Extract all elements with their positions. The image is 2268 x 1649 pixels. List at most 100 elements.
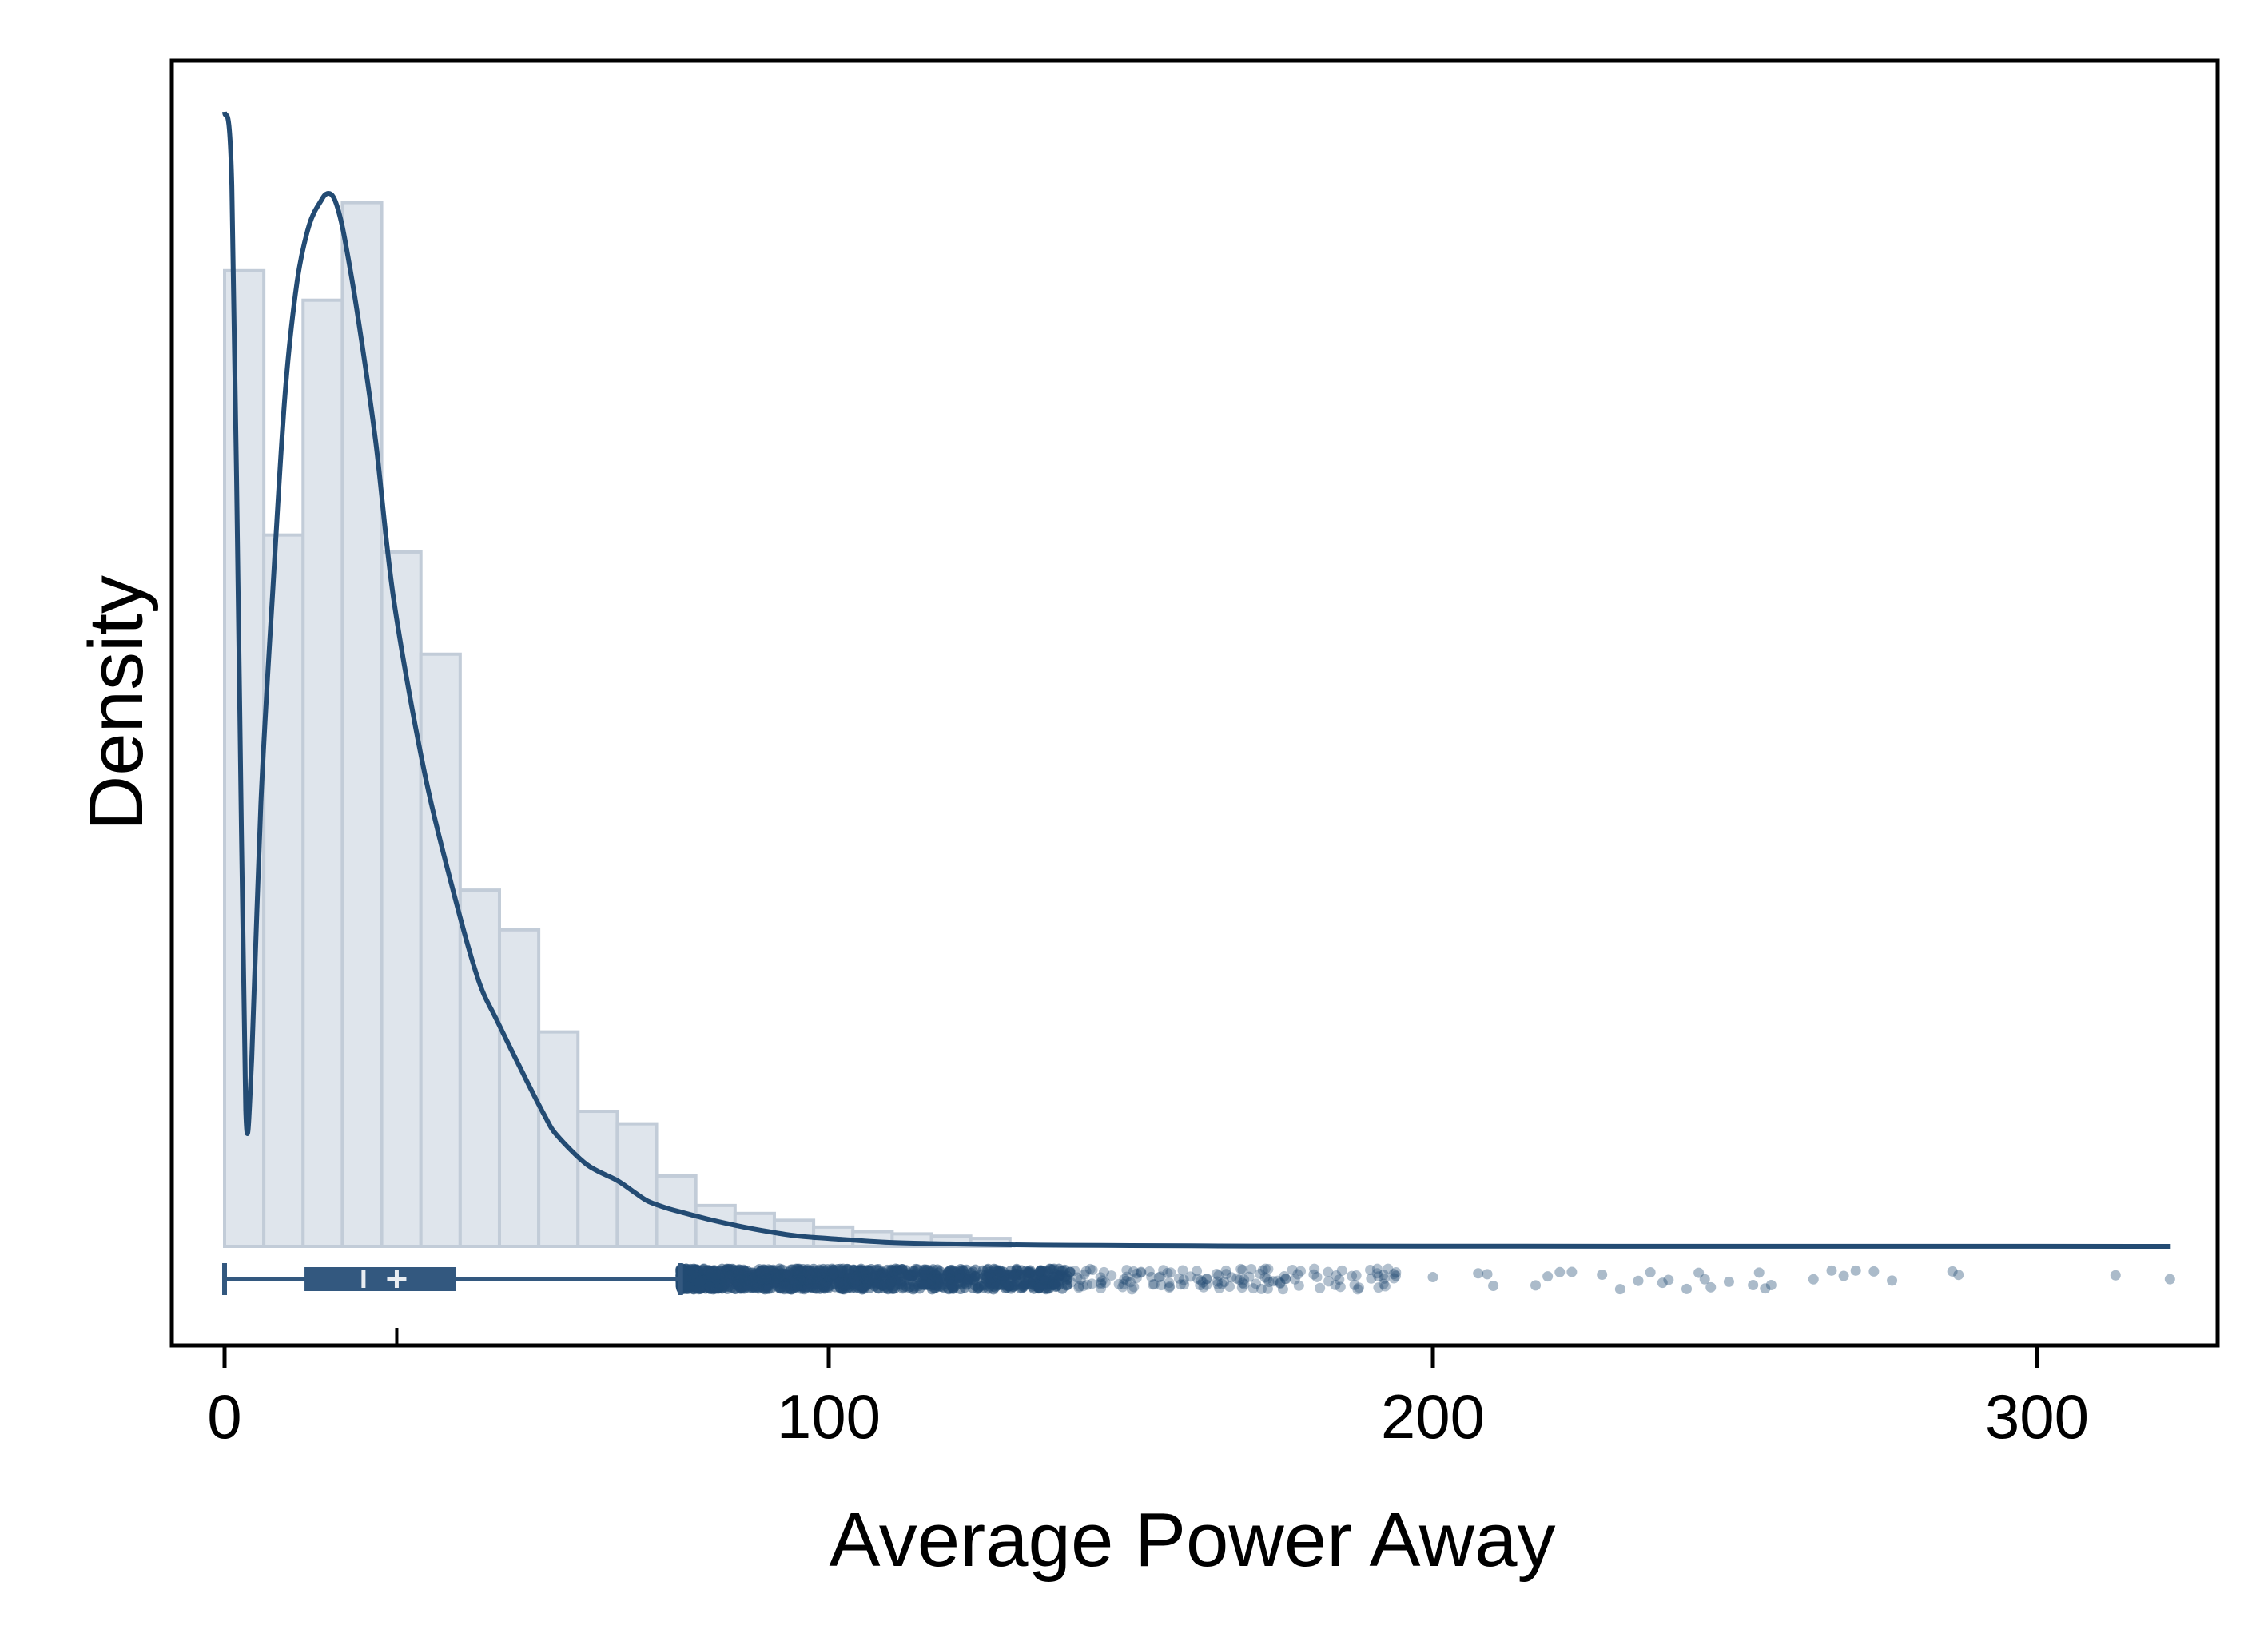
outlier-point (1144, 1266, 1155, 1277)
x-tick-label: 300 (1985, 1381, 2089, 1452)
outlier-point (1352, 1284, 1363, 1295)
outlier-point (1388, 1269, 1399, 1280)
outlier-point (844, 1264, 855, 1275)
x-tick-label: 0 (207, 1381, 241, 1452)
outlier-point (1378, 1270, 1389, 1281)
outlier-point (851, 1270, 862, 1281)
outlier-point (1373, 1271, 1384, 1282)
outlier-point (1293, 1280, 1304, 1291)
outlier-point (919, 1266, 930, 1277)
outlier-point (1081, 1279, 1092, 1290)
outlier-point (1061, 1280, 1072, 1291)
outlier-point (877, 1280, 888, 1291)
outlier-point (1075, 1274, 1086, 1285)
outlier-point (1251, 1278, 1262, 1289)
outlier-point (1096, 1277, 1107, 1289)
outlier-point (1178, 1274, 1189, 1285)
outlier-point (1753, 1267, 1765, 1278)
outlier-point (704, 1281, 715, 1293)
outlier-point (1016, 1265, 1027, 1276)
outlier-point (1354, 1282, 1365, 1293)
boxplot (222, 1263, 683, 1345)
outlier-point (1179, 1279, 1190, 1290)
outlier-point (1365, 1265, 1376, 1276)
outlier-point (1121, 1265, 1132, 1276)
outlier-point (1748, 1280, 1759, 1291)
outlier-point (1224, 1281, 1235, 1293)
outlier-point (712, 1283, 723, 1294)
outlier-point (1379, 1281, 1391, 1292)
outlier-point (1096, 1275, 1108, 1286)
outlier-point (771, 1274, 782, 1285)
histogram-bar (380, 550, 423, 1248)
outlier-point (1383, 1263, 1394, 1274)
outlier-point (1008, 1270, 1019, 1281)
outlier-point (1765, 1279, 1777, 1290)
outlier-point (1693, 1267, 1705, 1278)
outlier-point (1164, 1281, 1176, 1292)
outlier-point (1566, 1266, 1578, 1277)
outlier-point (1121, 1275, 1132, 1286)
outlier-point (744, 1275, 755, 1286)
outlier-point (1219, 1277, 1230, 1288)
outlier-point (1234, 1274, 1245, 1285)
outlier-point (1542, 1271, 1554, 1282)
x-tick-label: 200 (1381, 1381, 1485, 1452)
outlier-point (1077, 1281, 1088, 1292)
y-axis-title: Density (74, 575, 159, 831)
histogram-bar (262, 533, 305, 1248)
outlier-point (1323, 1266, 1334, 1277)
outlier-point (1072, 1272, 1083, 1283)
outlier-point (1195, 1280, 1206, 1291)
outlier-point (1388, 1273, 1399, 1284)
outlier-point (1095, 1272, 1106, 1283)
outlier-point (1257, 1265, 1268, 1276)
outlier-point (917, 1278, 929, 1289)
outlier-point (1292, 1269, 1303, 1280)
x-axis-ticks: 0 100 200 300 (207, 1345, 2089, 1452)
outlier-point (1366, 1273, 1377, 1284)
outlier-point (938, 1274, 949, 1285)
outlier-point (1705, 1281, 1717, 1293)
outlier-point (761, 1273, 772, 1284)
outlier-point (1065, 1277, 1076, 1288)
outlier-point (1237, 1277, 1248, 1289)
outlier-point (994, 1267, 1005, 1278)
outlier-point (1121, 1271, 1132, 1282)
outlier-point (1113, 1278, 1124, 1289)
outlier-point (1087, 1265, 1098, 1276)
outlier-point (1156, 1280, 1167, 1291)
outlier-point (1117, 1281, 1128, 1293)
outlier-point (1162, 1267, 1173, 1278)
outlier-point (1165, 1267, 1176, 1278)
outlier-point (1000, 1282, 1011, 1293)
outlier-point (1371, 1263, 1383, 1274)
outlier-point (1197, 1277, 1208, 1288)
outlier-point (1042, 1266, 1053, 1277)
outlier-point (1808, 1274, 1819, 1285)
outlier-point (1391, 1270, 1402, 1281)
outlier-point (1255, 1268, 1266, 1279)
outlier-point (1289, 1274, 1300, 1285)
outlier-point (783, 1266, 794, 1277)
outlier-point (1212, 1278, 1224, 1289)
outlier-point (1098, 1266, 1109, 1277)
outlier-point (1279, 1274, 1291, 1285)
outlier-point (1131, 1268, 1142, 1279)
outlier-point (1192, 1273, 1204, 1284)
outlier-point (1235, 1263, 1247, 1274)
outlier-point (885, 1276, 897, 1287)
density-curve (222, 111, 2171, 1249)
outlier-point (1349, 1279, 1360, 1290)
outlier-point (1336, 1265, 1347, 1276)
outlier-point (682, 1281, 693, 1292)
outlier-point (1201, 1274, 1212, 1285)
outlier-point (1198, 1281, 1209, 1293)
outlier-point (1614, 1284, 1625, 1295)
outlier-point (753, 1283, 764, 1294)
outlier-point (1279, 1271, 1290, 1282)
outlier-point (1034, 1266, 1045, 1277)
outlier-point (1267, 1276, 1279, 1287)
outlier-point (1275, 1278, 1286, 1289)
